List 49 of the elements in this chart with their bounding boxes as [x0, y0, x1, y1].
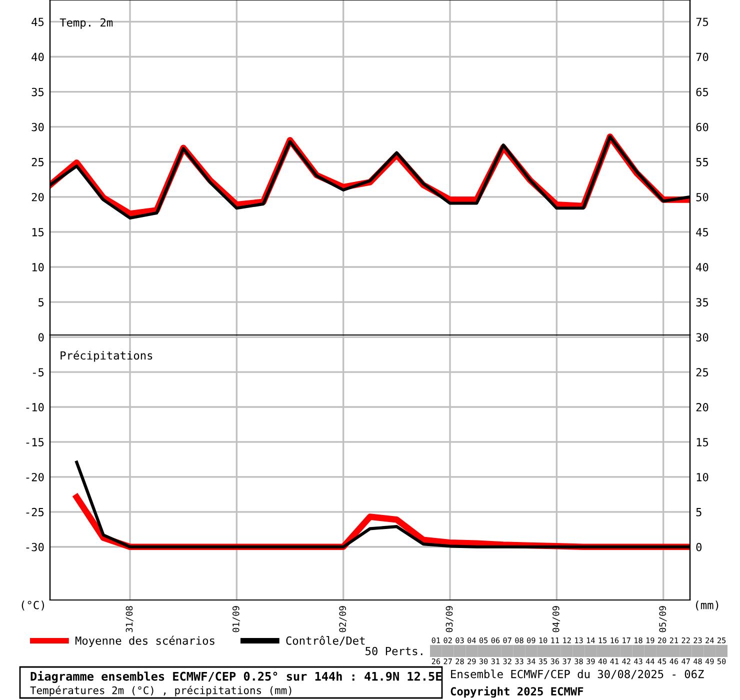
y-tick-label: -5: [33, 368, 44, 376]
y2-tick-label: 50: [696, 192, 708, 202]
y2-tick-label: 75: [696, 18, 708, 26]
y2-tick-label: 0: [696, 542, 702, 552]
y2-tick-label: 10: [696, 472, 708, 482]
y-tick-label: 35: [32, 88, 44, 96]
x-tick-label: 01/09: [232, 606, 240, 632]
y-tick-label: 30: [32, 122, 44, 132]
y-tick-label: 15: [32, 228, 44, 236]
y-tick-label: 10: [32, 263, 44, 272]
y2-axis-title: (mm): [696, 600, 718, 611]
y2-tick-label: 65: [696, 88, 708, 96]
y2-tick-label: 70: [696, 52, 708, 62]
annotation: Temp. 2m: [60, 18, 113, 29]
y2-tick-label: 20: [696, 403, 708, 412]
y2-tick-label: 35: [696, 298, 708, 306]
x-tick-label: 04/09: [552, 606, 560, 632]
y2-tick-label: 60: [696, 122, 708, 132]
y2-tick-label: 5: [696, 508, 702, 516]
x-tick-label: 03/09: [446, 606, 454, 632]
y2-tick-label: 40: [696, 263, 708, 272]
text: Températures 2m (°C) , précipitations (mm): [30, 686, 292, 696]
legend-label: Contrôle/Det: [286, 636, 365, 646]
y-tick-label: -25: [26, 508, 44, 516]
x-tick-label: 05/09: [659, 606, 667, 632]
x-tick-label: 02/09: [339, 606, 347, 632]
y-tick-label: -20: [26, 472, 44, 482]
y2-tick-label: 45: [696, 228, 708, 236]
text: Diagramme ensembles ECMWF/CEP 0.25° sur 144h : 41.9N 12.5E: [30, 670, 442, 684]
y-tick-label: 5: [38, 298, 44, 306]
text: Copyright 2025 ECMWF: [450, 686, 584, 698]
y-tick-label: 25: [32, 158, 44, 166]
y2-tick-label: 30: [696, 333, 708, 342]
y-tick-label: -15: [26, 438, 44, 446]
text: 50 Perts.: [366, 646, 422, 656]
x-tick-label: 31/08: [126, 606, 134, 632]
legend-label: Moyenne des scénarios: [75, 636, 214, 647]
y-tick-label: 40: [32, 52, 44, 62]
y-tick-label: -30: [26, 542, 44, 552]
y2-tick-label: 55: [696, 158, 708, 166]
y-tick-label: -10: [26, 403, 44, 412]
y-tick-label: 20: [32, 192, 44, 202]
y2-tick-label: 15: [696, 438, 708, 446]
y-axis-title: (°C): [22, 600, 44, 611]
y2-tick-label: 25: [696, 368, 708, 376]
y-tick-label: 0: [38, 333, 44, 342]
text: Ensemble ECMWF/CEP du 30/08/2025 - 06Z: [451, 670, 704, 680]
annotation: Précipitations: [60, 350, 152, 362]
y-tick-label: 45: [32, 18, 44, 26]
